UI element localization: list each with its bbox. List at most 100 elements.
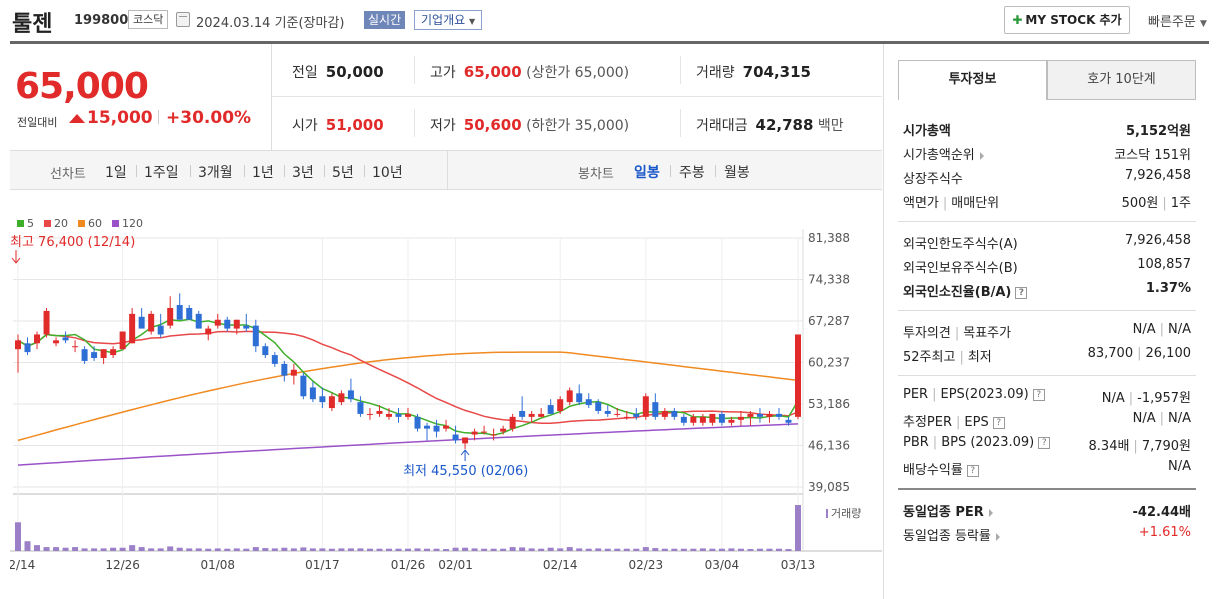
- volume-bar: [205, 548, 212, 551]
- candle-body: [281, 363, 288, 376]
- x-tick-label: 12/26: [105, 558, 140, 572]
- company-overview-dropdown[interactable]: 기업개요 ▼: [414, 10, 483, 30]
- market-cap-rank-row[interactable]: 시가총액순위 코스닥 151위: [903, 148, 1191, 163]
- y-tick-label: 67,287: [808, 314, 850, 328]
- period-5year[interactable]: 5년: [332, 165, 354, 181]
- period-1day[interactable]: 1일: [105, 165, 127, 181]
- market-badge: 코스닥: [128, 10, 169, 29]
- candle-body: [775, 413, 782, 417]
- candle-body: [538, 413, 545, 417]
- candle-body: [671, 410, 678, 417]
- candle-monthly[interactable]: 월봉: [724, 165, 750, 181]
- volume-bar: [538, 548, 545, 551]
- volume-bar: [376, 548, 383, 551]
- volume-bar: [737, 548, 744, 551]
- industry-per-row[interactable]: 동일업종 PER -42.44배: [903, 505, 1191, 520]
- candle-body: [224, 319, 231, 329]
- volume-bar: [309, 548, 316, 551]
- volume-bar: [633, 548, 640, 551]
- volume-bar: [271, 548, 278, 551]
- mystock-add-button[interactable]: ✚ MY STOCK 추가: [1004, 6, 1130, 34]
- candle-body: [271, 355, 278, 364]
- volume-bar: [290, 548, 297, 551]
- period-3month[interactable]: 3개월: [198, 165, 233, 181]
- period-10year[interactable]: 10년: [372, 165, 403, 181]
- realtime-button[interactable]: 실시간: [364, 11, 406, 29]
- quick-order-dropdown[interactable]: 빠른주문 ▼: [1148, 11, 1207, 30]
- par-unit-row: 액면가 | 매매단위 500원 | 1주: [903, 196, 1191, 211]
- volume-bar: [338, 548, 345, 551]
- period-1year[interactable]: 1년: [252, 165, 274, 181]
- legend-ma60: 60: [78, 217, 102, 230]
- volume-bar: [528, 548, 535, 551]
- candle-body: [471, 431, 478, 435]
- help-icon[interactable]: ?: [1015, 286, 1028, 299]
- volume-bar: [62, 547, 69, 551]
- period-1week[interactable]: 1주일: [144, 165, 179, 181]
- foreign-ratio-row: 외국인소진율(B/A)? 1.37%: [903, 281, 1191, 300]
- volume-bar: [519, 547, 526, 551]
- volume-bar: [642, 547, 649, 551]
- candlestick-chart-svg: 81,388 74,338 67,287 60,237 53,186 46,136 39,0…: [10, 229, 882, 572]
- candle-body: [576, 393, 583, 403]
- change-value: 15,000: [69, 108, 153, 128]
- x-tick-label: 01/26: [391, 558, 426, 572]
- volume-bar: [690, 548, 697, 551]
- industry-change-row[interactable]: 동일업종 등락률 +1.61%: [903, 525, 1191, 544]
- legend-ma20: 20: [44, 217, 68, 230]
- candle-body: [633, 413, 640, 417]
- candle-weekly[interactable]: 주봉: [679, 165, 705, 181]
- candle-body: [53, 340, 60, 344]
- volume-bar: [661, 548, 668, 551]
- volume-bar: [481, 548, 488, 551]
- volume-bar: [252, 547, 259, 551]
- y-tick-label: 39,085: [808, 480, 850, 494]
- volume-bar: [129, 545, 136, 551]
- help-icon[interactable]: ?: [1032, 388, 1045, 401]
- candle-body: [157, 325, 164, 335]
- candle-body: [300, 375, 307, 397]
- candle-daily[interactable]: 일봉: [634, 165, 660, 181]
- candle-body: [557, 399, 564, 411]
- candle-body: [243, 325, 250, 329]
- candle-body: [357, 402, 364, 414]
- candle-body: [424, 425, 431, 429]
- candle-body: [595, 402, 602, 411]
- pbr-bps-row: PBR | BPS (2023.09)? 8.34배 | 7,790원: [903, 435, 1191, 454]
- volume-bar: [214, 548, 221, 551]
- volume-bar: [509, 547, 516, 551]
- volume-bar: [243, 548, 250, 551]
- tab-invest-info[interactable]: 투자정보: [898, 60, 1047, 100]
- change-label: 전일대비: [17, 116, 58, 129]
- volume-bar: [233, 548, 240, 551]
- volume-bar: [652, 548, 659, 551]
- y-tick-label: 81,388: [808, 231, 850, 245]
- period-3year[interactable]: 3년: [292, 165, 314, 181]
- help-icon[interactable]: ?: [1038, 436, 1051, 449]
- x-tick-label: 02/01: [438, 558, 473, 572]
- candle-body: [680, 416, 687, 423]
- volume-bar: [119, 547, 126, 551]
- opinion-row: 투자의견 | 목표주가 N/A | N/A: [903, 322, 1191, 341]
- per-eps-row: PER | EPS(2023.09)? N/A | -1,957원: [903, 387, 1191, 406]
- candle-body: [62, 337, 69, 341]
- foreign-limit-row: 외국인한도주식수(A) 7,926,458: [903, 233, 1191, 252]
- candle-body: [34, 334, 41, 344]
- candle-body: [290, 369, 297, 376]
- volume-bar: [414, 548, 421, 551]
- candle-body: [319, 396, 326, 403]
- candle-body: [795, 334, 801, 417]
- volume-bar: [490, 548, 497, 551]
- volume-bar: [81, 548, 88, 551]
- dropdown-arrow-icon: ▼: [469, 17, 476, 26]
- tab-hoga-10[interactable]: 호가 10단계: [1047, 60, 1196, 100]
- high-annotation: 최고 76,400 (12/14): [10, 235, 135, 250]
- candle-body: [385, 413, 392, 417]
- x-tick-label: 03/13: [781, 558, 816, 572]
- volume-bar: [566, 547, 573, 551]
- volume-bar: [699, 548, 706, 551]
- candle-body: [167, 307, 174, 326]
- candle-body: [214, 319, 221, 326]
- help-icon[interactable]: ?: [966, 464, 979, 477]
- help-icon[interactable]: ?: [992, 416, 1005, 429]
